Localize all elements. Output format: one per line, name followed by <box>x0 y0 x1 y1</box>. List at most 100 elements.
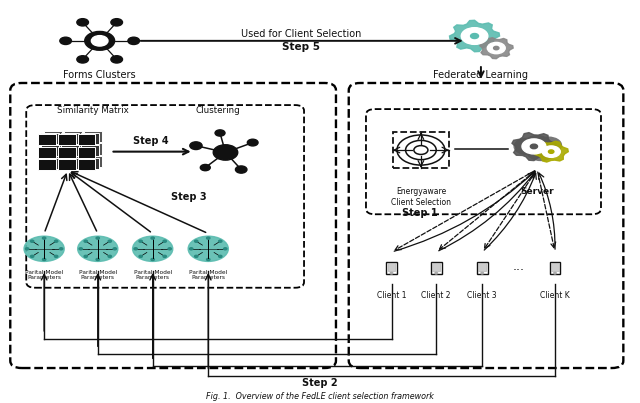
Circle shape <box>189 248 193 250</box>
Circle shape <box>219 256 222 258</box>
Circle shape <box>531 144 538 149</box>
Text: Client 3: Client 3 <box>467 291 497 300</box>
Circle shape <box>84 31 115 50</box>
Circle shape <box>77 236 118 262</box>
Bar <box>58 147 76 158</box>
Text: Client 2: Client 2 <box>422 291 451 300</box>
Circle shape <box>522 139 546 154</box>
Circle shape <box>31 256 34 258</box>
Circle shape <box>151 258 154 260</box>
Circle shape <box>527 143 555 160</box>
Circle shape <box>435 272 438 274</box>
Text: Client 1: Client 1 <box>377 291 406 300</box>
Circle shape <box>84 256 88 258</box>
Bar <box>58 159 76 170</box>
Bar <box>41 158 59 169</box>
Text: Parital Model
Parameters: Parital Model Parameters <box>25 270 63 280</box>
Bar <box>64 143 82 155</box>
Circle shape <box>163 256 166 258</box>
Circle shape <box>542 146 560 157</box>
Text: Step 4: Step 4 <box>133 136 168 146</box>
Circle shape <box>190 142 202 150</box>
Circle shape <box>514 138 540 154</box>
Bar <box>84 156 102 167</box>
Bar <box>386 262 397 274</box>
Circle shape <box>548 150 554 154</box>
Bar <box>81 158 99 169</box>
Circle shape <box>168 248 172 250</box>
Bar <box>77 147 95 158</box>
Circle shape <box>60 248 63 250</box>
Text: Parital Model
Parameters: Parital Model Parameters <box>79 270 117 280</box>
Circle shape <box>24 236 64 262</box>
Text: ...: ... <box>513 260 525 273</box>
Bar <box>81 145 99 156</box>
Bar <box>431 262 442 274</box>
Circle shape <box>132 236 173 262</box>
Polygon shape <box>534 141 568 162</box>
Bar <box>61 145 79 156</box>
Bar <box>38 159 56 170</box>
Bar <box>81 133 99 144</box>
Circle shape <box>26 248 29 250</box>
Circle shape <box>77 56 88 63</box>
Circle shape <box>493 46 499 50</box>
Circle shape <box>200 164 211 171</box>
Circle shape <box>42 237 46 239</box>
Circle shape <box>470 33 479 39</box>
Bar <box>477 262 488 274</box>
Text: Federated Learning: Federated Learning <box>433 70 529 80</box>
Text: Energyaware
Client Selection: Energyaware Client Selection <box>391 187 451 207</box>
Circle shape <box>163 240 166 242</box>
Circle shape <box>236 166 247 173</box>
Text: Client K: Client K <box>540 291 570 300</box>
Polygon shape <box>480 38 513 59</box>
Circle shape <box>390 272 393 274</box>
Text: Step 2: Step 2 <box>302 378 338 388</box>
Circle shape <box>139 256 142 258</box>
Bar <box>44 156 62 167</box>
Circle shape <box>42 258 46 260</box>
Bar <box>58 134 76 145</box>
Bar <box>77 159 95 170</box>
Text: Forms Clusters: Forms Clusters <box>63 70 136 80</box>
Circle shape <box>207 237 210 239</box>
Bar <box>84 131 102 142</box>
Circle shape <box>84 240 88 242</box>
Bar <box>44 143 62 155</box>
Text: Parital Model
Parameters: Parital Model Parameters <box>189 270 227 280</box>
Circle shape <box>525 135 548 150</box>
Bar <box>64 156 82 167</box>
Circle shape <box>207 258 210 260</box>
Bar <box>61 133 79 144</box>
Bar <box>64 131 82 142</box>
Bar <box>41 133 59 144</box>
Circle shape <box>134 248 138 250</box>
Text: Used for Client Selection: Used for Client Selection <box>241 29 361 39</box>
Circle shape <box>139 240 142 242</box>
Bar <box>38 134 56 145</box>
Bar <box>77 134 95 145</box>
Text: Step 1: Step 1 <box>402 208 437 218</box>
Text: Step 3: Step 3 <box>172 191 207 202</box>
Bar <box>393 132 449 168</box>
Circle shape <box>54 240 58 242</box>
Circle shape <box>92 35 108 46</box>
Bar <box>84 143 102 155</box>
Circle shape <box>195 256 198 258</box>
Circle shape <box>77 19 88 26</box>
Circle shape <box>219 240 222 242</box>
Circle shape <box>96 258 99 260</box>
Bar <box>551 264 559 271</box>
Text: Server: Server <box>520 187 554 196</box>
Bar <box>44 131 62 142</box>
Text: Parital Model
Parameters: Parital Model Parameters <box>134 270 172 280</box>
Circle shape <box>223 248 227 250</box>
Circle shape <box>481 272 483 274</box>
Circle shape <box>128 37 140 44</box>
Circle shape <box>113 248 116 250</box>
Bar <box>38 147 56 158</box>
Circle shape <box>54 256 58 258</box>
Circle shape <box>195 240 198 242</box>
Bar <box>388 264 396 271</box>
